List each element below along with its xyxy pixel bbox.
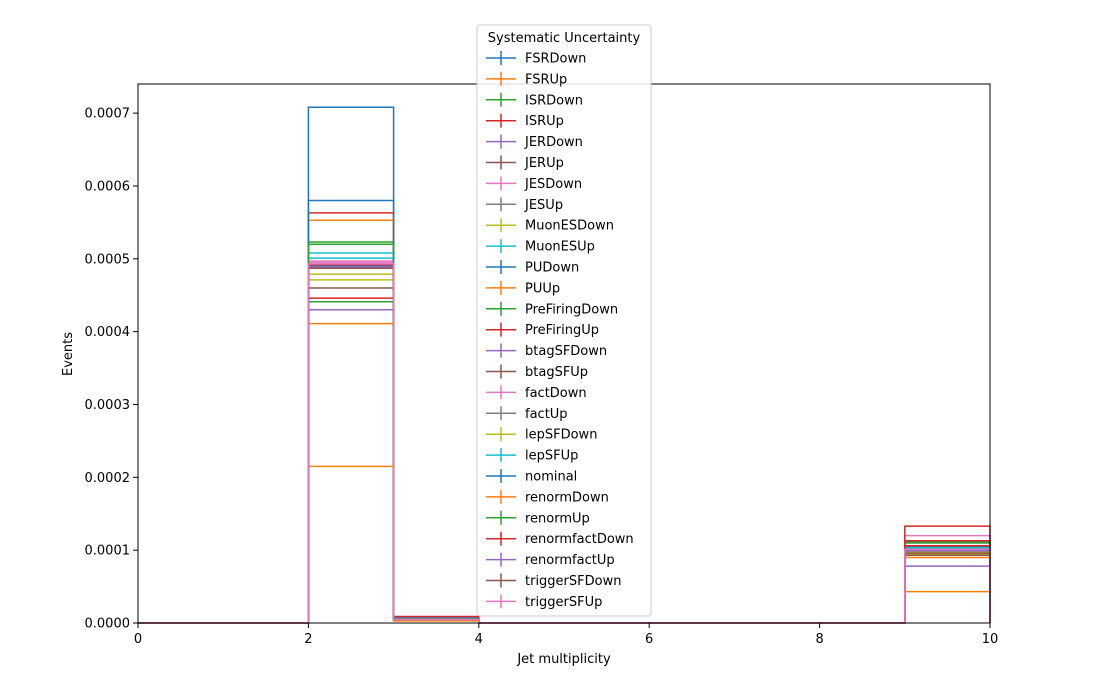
legend-entry-fsrup: FSRUp [486, 71, 567, 87]
legend-label: nominal [525, 470, 577, 485]
legend-entries: FSRDown FSRUp ISRDown ISRUp JERDown JERUp JESD… [486, 51, 634, 610]
legend-entry-renormup: renormUp [486, 510, 590, 526]
legend-label: FSRDown [525, 52, 586, 67]
y-tick-label: 0.0003 [85, 398, 131, 413]
y-tick-label: 0.0006 [85, 179, 131, 194]
legend-label: lepSFDown [525, 428, 597, 443]
legend-entry-puup: PUUp [486, 280, 560, 296]
legend-entry-prefiringdown: PreFiringDown [486, 301, 618, 317]
legend-label: FSRUp [525, 72, 567, 87]
legend-label: ISRUp [525, 114, 564, 129]
legend-label: MuonESDown [525, 219, 614, 234]
legend-label: btagSFUp [525, 365, 588, 380]
legend-label: PUDown [525, 261, 579, 276]
legend-entry-factdown: factDown [486, 385, 587, 401]
legend-entry-fsrdown: FSRDown [486, 51, 586, 67]
legend-entry-jerdown: JERDown [486, 134, 583, 150]
legend-label: PUUp [525, 281, 560, 296]
x-tick-label: 10 [982, 632, 999, 647]
legend-entry-nominal: nominal [486, 469, 577, 485]
legend-label: MuonESUp [525, 240, 595, 255]
legend-entry-renormfactup: renormfactUp [486, 552, 615, 568]
legend-entry-lepsfdown: lepSFDown [486, 427, 597, 443]
legend-entry-renormfactdown: renormfactDown [486, 531, 634, 547]
x-tick-label: 8 [815, 632, 823, 647]
legend-label: PreFiringUp [525, 323, 599, 338]
x-tick-label: 0 [134, 632, 142, 647]
legend-entry-jesdown: JESDown [486, 176, 582, 192]
y-tick-label: 0.0005 [85, 252, 131, 267]
x-axis-label: Jet multiplicity [516, 652, 611, 667]
legend-label: renormfactUp [525, 553, 615, 568]
y-tick-label: 0.0004 [85, 325, 131, 340]
legend-entry-isrup: ISRUp [486, 113, 564, 129]
legend-entry-muonesup: MuonESUp [486, 239, 595, 255]
y-axis-ticks: 0.0000 0.0001 0.0002 0.0003 0.0004 0.0005 0.00… [85, 107, 138, 632]
legend-label: JESUp [524, 198, 563, 213]
legend-entry-triggersfdown: triggerSFDown [486, 573, 621, 589]
legend-entry-lepsfup: lepSFUp [486, 448, 578, 464]
x-axis-ticks: 0 2 4 6 8 10 [134, 623, 998, 647]
legend-entry-prefiringup: PreFiringUp [486, 322, 599, 338]
y-tick-label: 0.0007 [85, 107, 131, 122]
legend-label: JERDown [524, 135, 583, 150]
legend-label: lepSFUp [525, 449, 578, 464]
x-tick-label: 4 [475, 632, 483, 647]
legend-entry-muonesdown: MuonESDown [486, 218, 614, 234]
legend-label: factDown [525, 386, 587, 401]
legend-title: Systematic Uncertainty [488, 31, 641, 46]
y-tick-label: 0.0002 [85, 471, 131, 486]
legend-label: triggerSFUp [525, 595, 602, 610]
legend-entry-factup: factUp [486, 406, 568, 422]
legend-entry-renormdown: renormDown [486, 489, 609, 505]
x-tick-label: 6 [645, 632, 653, 647]
legend-entry-jesup: JESUp [486, 197, 563, 213]
legend-label: ISRDown [525, 93, 583, 108]
legend-label: JERUp [524, 156, 564, 171]
legend-label: PreFiringDown [525, 302, 618, 317]
y-tick-label: 0.0001 [85, 544, 131, 559]
legend-label: JESDown [524, 177, 582, 192]
legend-label: renormDown [525, 490, 609, 505]
legend-label: factUp [525, 407, 568, 422]
y-axis-label: Events [61, 332, 76, 376]
legend-entry-triggersfup: triggerSFUp [486, 594, 602, 610]
legend-entry-btagsfup: btagSFUp [486, 364, 588, 380]
y-tick-label: 0.0000 [85, 617, 131, 632]
legend-entry-jerup: JERUp [486, 155, 564, 171]
legend-entry-isrdown: ISRDown [486, 92, 583, 108]
legend-label: btagSFDown [525, 344, 607, 359]
legend: Systematic Uncertainty FSRDown FSRUp ISRDo… [476, 24, 652, 617]
legend-label: renormfactDown [525, 532, 634, 547]
legend-entry-pudown: PUDown [486, 260, 579, 276]
x-tick-label: 2 [304, 632, 312, 647]
legend-box [476, 24, 652, 617]
legend-label: triggerSFDown [525, 574, 621, 589]
legend-entry-btagsfdown: btagSFDown [486, 343, 607, 359]
legend-label: renormUp [525, 511, 590, 526]
